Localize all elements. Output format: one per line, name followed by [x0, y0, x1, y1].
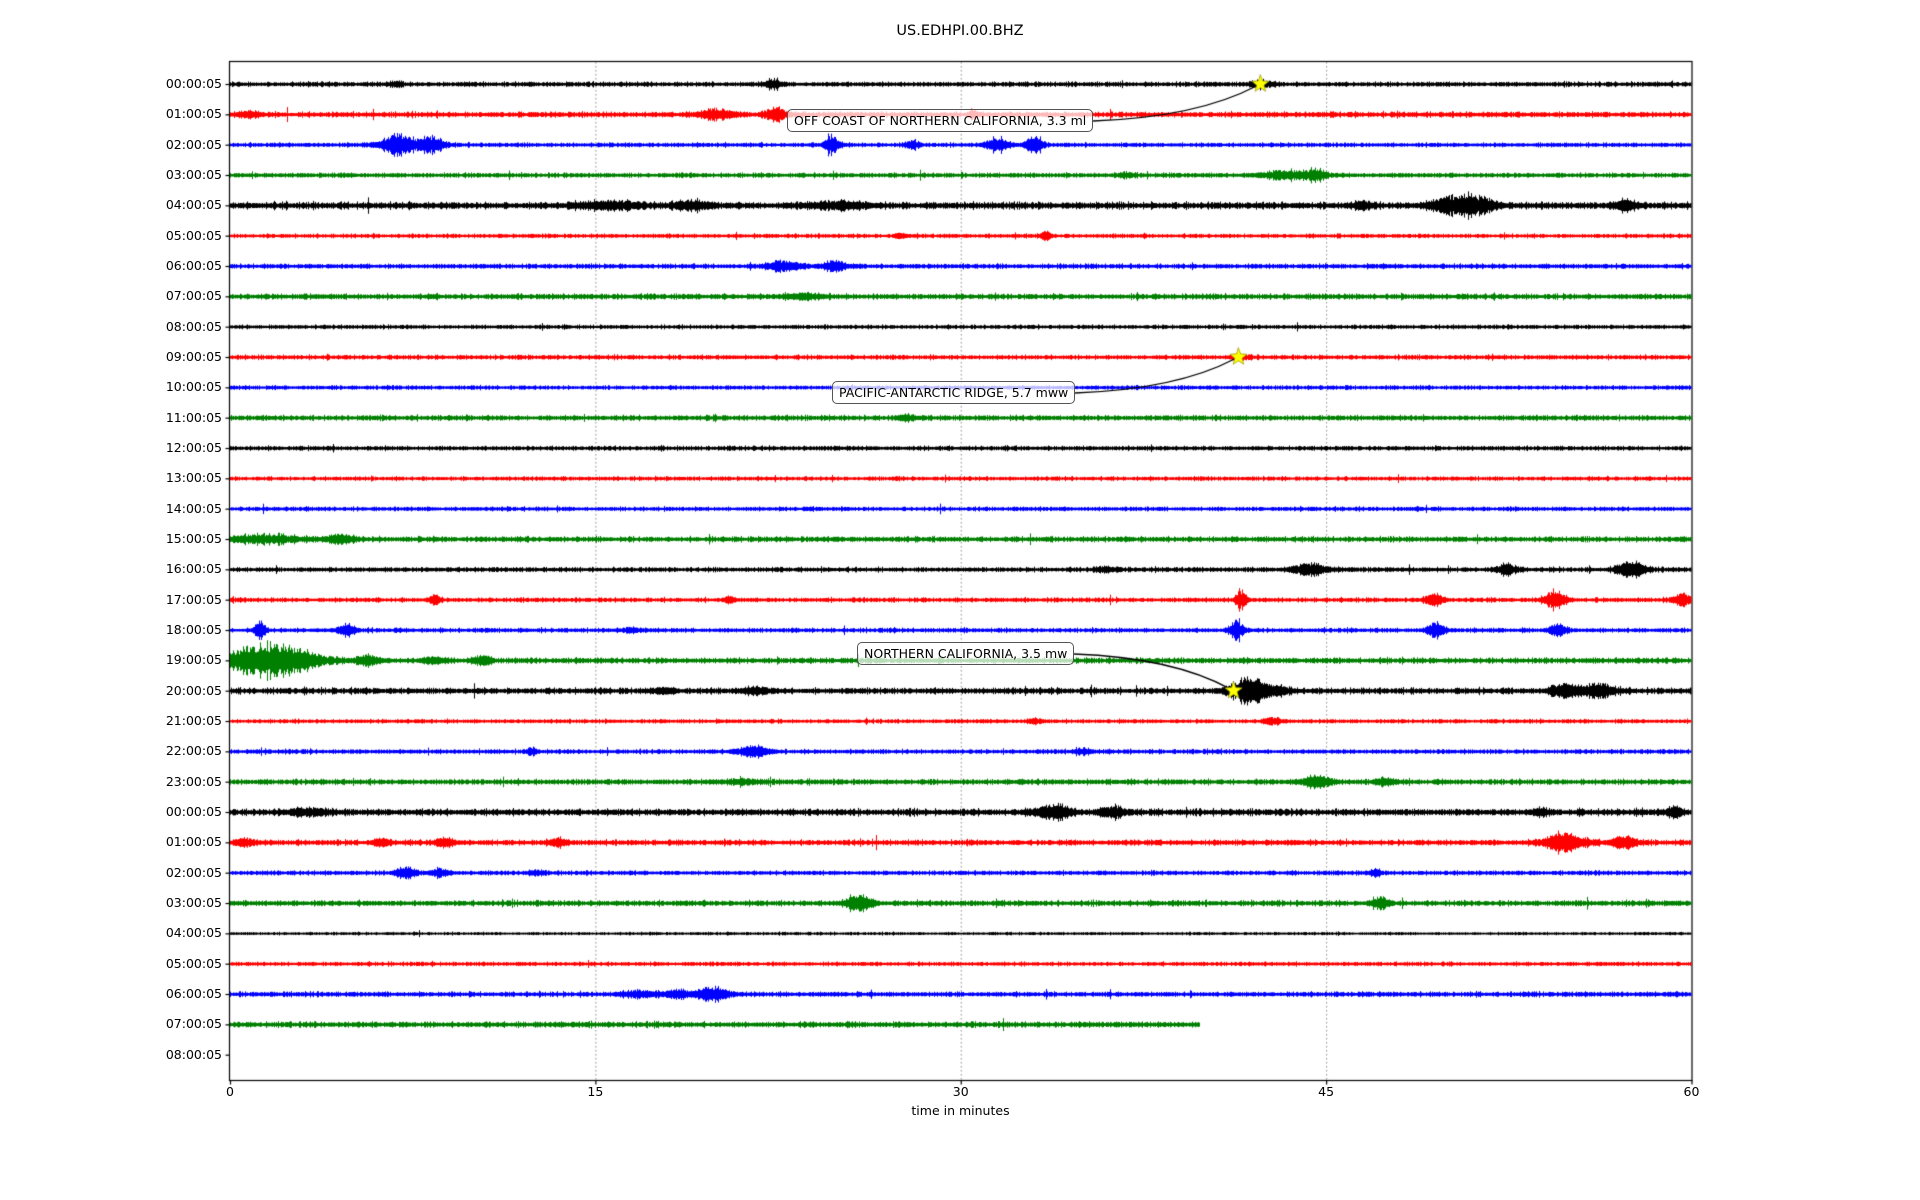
- x-tick-label: 15: [587, 1084, 604, 1099]
- y-tick-label: 07:00:05: [165, 288, 222, 304]
- y-tick-label: 01:00:05: [165, 106, 222, 122]
- y-tick-label: 19:00:05: [165, 652, 222, 668]
- y-tick-label: 18:00:05: [165, 622, 222, 637]
- y-tick-label: 00:00:05: [165, 76, 222, 91]
- plot-title: US.EDHPI.00.BHZ: [896, 23, 1024, 39]
- y-tick-label: 22:00:05: [165, 743, 222, 759]
- y-tick-label: 15:00:05: [165, 531, 222, 546]
- y-tick-label: 07:00:05: [165, 1016, 222, 1032]
- x-tick-label: 0: [226, 1084, 234, 1099]
- y-tick-label: 05:00:05: [165, 955, 222, 971]
- event-annotation-box: NORTHERN CALIFORNIA, 3.5 mw: [857, 642, 1075, 665]
- event-annotation-label: OFF COAST OF NORTHERN CALIFORNIA, 3.3 ml: [794, 113, 1087, 128]
- event-annotation-box: OFF COAST OF NORTHERN CALIFORNIA, 3.3 ml: [787, 109, 1094, 132]
- y-tick-label: 14:00:05: [165, 500, 222, 516]
- y-tick-label: 09:00:05: [165, 349, 222, 364]
- y-tick-label: 10:00:05: [165, 379, 222, 395]
- x-tick-label: 60: [1683, 1084, 1700, 1099]
- y-tick-label: 00:00:05: [165, 804, 222, 820]
- y-tick-label: 06:00:05: [165, 986, 222, 1002]
- y-tick-label: 05:00:05: [165, 227, 222, 243]
- y-tick-label: 23:00:05: [165, 773, 222, 789]
- y-tick-label: 21:00:05: [165, 713, 222, 728]
- y-tick-label: 04:00:05: [165, 197, 222, 213]
- x-tick-label: 45: [1318, 1084, 1335, 1099]
- x-axis-title: time in minutes: [911, 1103, 1010, 1118]
- y-tick-label: 02:00:05: [165, 136, 222, 152]
- event-annotation-label: NORTHERN CALIFORNIA, 3.5 mw: [864, 646, 1068, 661]
- y-tick-label: 12:00:05: [165, 440, 222, 455]
- x-tick-label: 30: [952, 1084, 969, 1099]
- y-tick-label: 06:00:05: [165, 258, 222, 273]
- y-tick-label: 08:00:05: [165, 318, 222, 334]
- y-tick-label: 03:00:05: [165, 167, 222, 182]
- event-annotation-label: PACIFIC-ANTARCTIC RIDGE, 5.7 mww: [839, 385, 1069, 400]
- y-tick-label: 20:00:05: [165, 682, 222, 698]
- event-annotation-box: PACIFIC-ANTARCTIC RIDGE, 5.7 mww: [832, 381, 1076, 404]
- y-tick-label: 17:00:05: [165, 591, 222, 607]
- y-tick-label: 03:00:05: [165, 895, 222, 911]
- y-tick-label: 11:00:05: [165, 409, 222, 425]
- y-tick-label: 13:00:05: [165, 470, 222, 486]
- y-tick-label: 16:00:05: [165, 561, 222, 577]
- y-tick-label: 01:00:05: [165, 834, 222, 850]
- y-tick-label: 08:00:05: [165, 1046, 222, 1062]
- y-tick-label: 02:00:05: [165, 864, 222, 880]
- y-tick-label: 04:00:05: [165, 925, 222, 941]
